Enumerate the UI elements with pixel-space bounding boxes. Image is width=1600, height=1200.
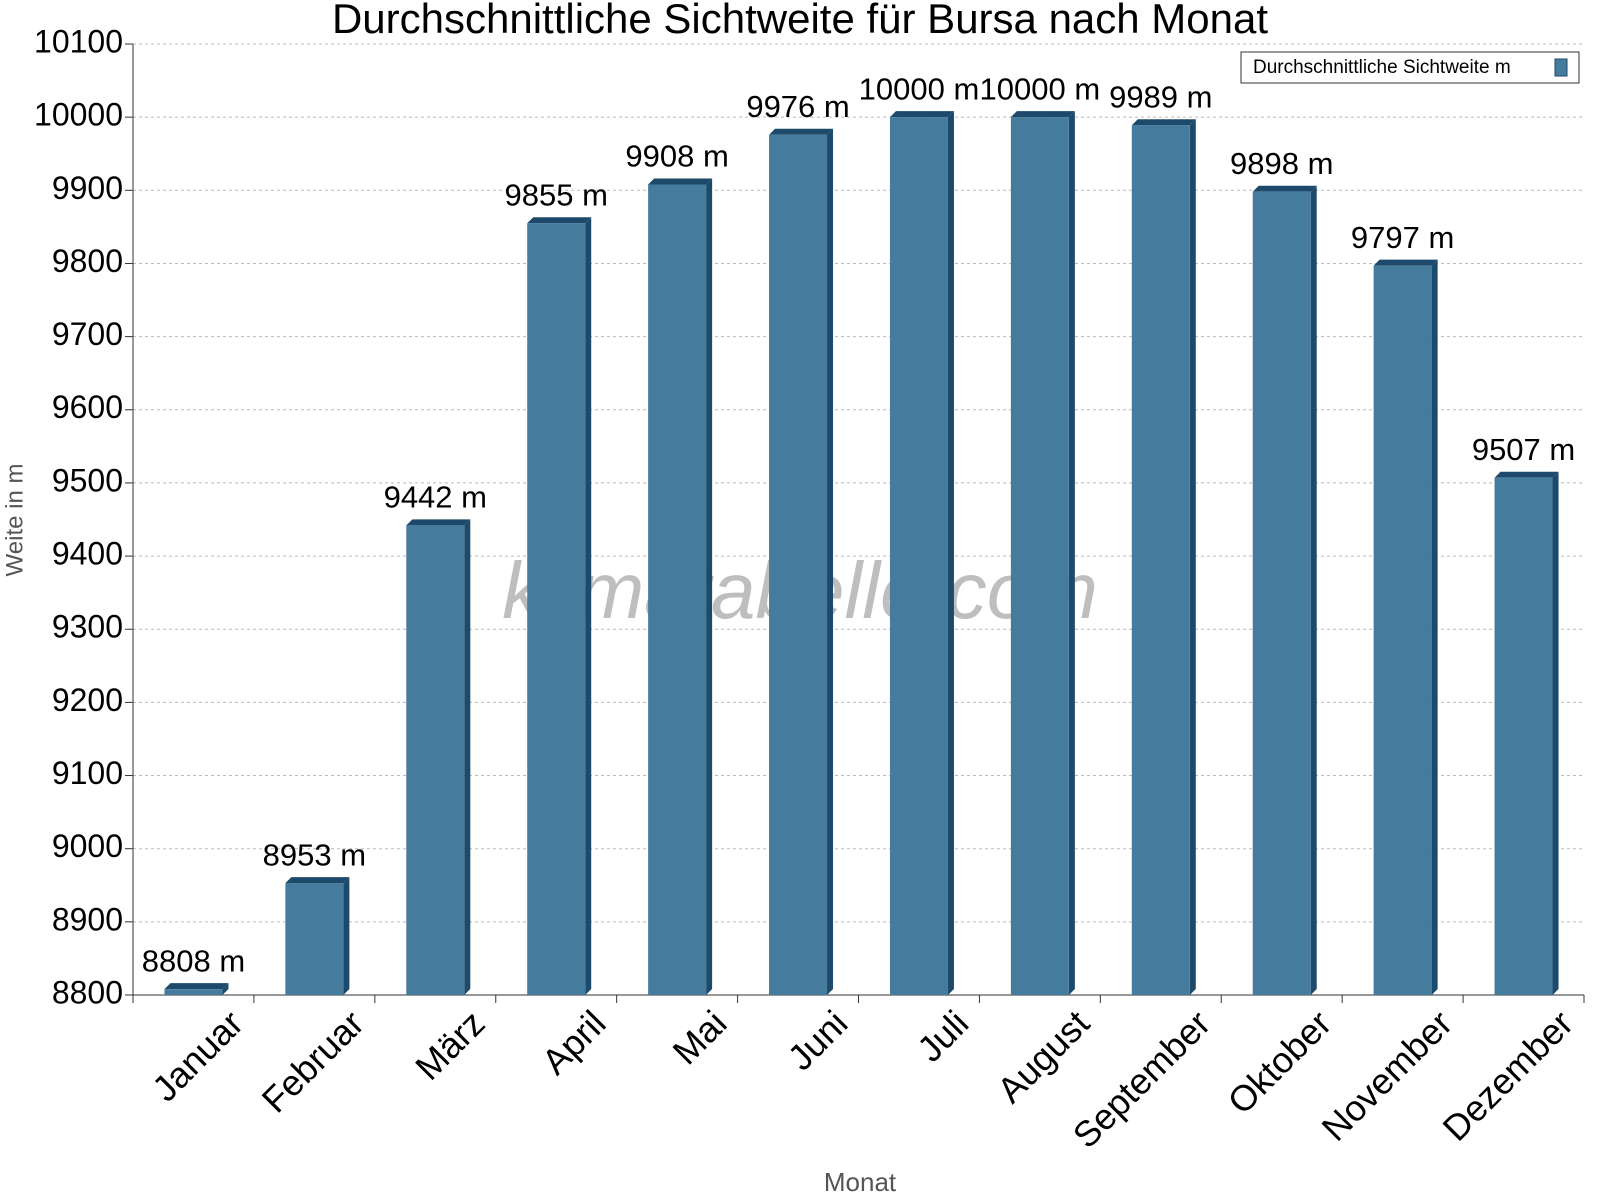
value-label: 9855 m [505, 177, 608, 212]
bar-side [585, 217, 592, 995]
bar-top [1131, 119, 1196, 126]
legend-swatch [1554, 58, 1568, 77]
value-label: 10000 m [980, 71, 1101, 106]
value-label: 8808 m [142, 943, 245, 978]
legend: Durchschnittliche Sichtweite m [1240, 51, 1580, 84]
bar-top [648, 178, 713, 185]
y-tick-label: 10000 [34, 97, 123, 133]
bar [1252, 185, 1317, 996]
x-tick-label: Februar [254, 1002, 372, 1120]
bar [406, 519, 471, 995]
value-label: 8953 m [263, 837, 366, 872]
bar-side [1431, 259, 1438, 996]
y-tick-label: 9900 [52, 170, 123, 206]
bar [1494, 471, 1559, 995]
bar [164, 983, 229, 995]
value-label: 9976 m [746, 89, 849, 124]
bar-top [1252, 185, 1317, 192]
y-tick-label: 9200 [52, 682, 123, 718]
value-label: 9797 m [1351, 220, 1454, 255]
y-axis-label: Weite in m [1, 464, 28, 577]
bar-front [769, 134, 828, 996]
y-tick-label: 9800 [52, 243, 123, 279]
y-tick-label: 9500 [52, 462, 123, 498]
x-tick-label: November [1314, 1002, 1460, 1148]
bar [1373, 259, 1438, 996]
bar-front [1010, 117, 1069, 995]
y-tick-label: 9100 [52, 755, 123, 791]
y-tick-label: 9000 [52, 828, 123, 864]
y-tick-label: 10100 [34, 23, 123, 59]
value-label: 9442 m [384, 480, 487, 515]
bar-front [648, 184, 707, 995]
bar-side [706, 178, 713, 995]
value-label: 9507 m [1472, 432, 1575, 467]
bar-top [1494, 471, 1559, 478]
legend-label: Durchschnittliche Sichtweite m [1253, 57, 1511, 78]
bar-side [464, 519, 471, 995]
bar-front [406, 525, 465, 995]
bar-front [1131, 125, 1190, 996]
x-tick-label: Oktober [1220, 1002, 1340, 1122]
value-label: 9898 m [1230, 146, 1333, 181]
bar [527, 217, 592, 995]
bar-front [164, 989, 223, 995]
bar-side [1189, 119, 1196, 996]
x-tick-label: Dezember [1435, 1002, 1581, 1148]
x-tick-label: April [534, 1002, 614, 1082]
x-tick-label: März [407, 1002, 493, 1088]
value-label: 9989 m [1109, 79, 1212, 114]
bar-front [285, 883, 344, 995]
bar [648, 178, 713, 995]
bar-top [769, 128, 834, 135]
y-tick-label: 9600 [52, 389, 123, 425]
chart-title: Durchschnittliche Sichtweite für Bursa n… [332, 0, 1268, 42]
bar-top [285, 877, 350, 884]
bar [1010, 111, 1075, 995]
bar-side [222, 983, 229, 995]
bar-front [1252, 191, 1311, 996]
y-tick-label: 8800 [52, 974, 123, 1010]
bar-front [1373, 265, 1432, 996]
x-tick-label: August [989, 1002, 1097, 1110]
y-tick-label: 9700 [52, 316, 123, 352]
bar-side [1310, 185, 1317, 996]
bar-top [1010, 111, 1075, 118]
bar [1131, 119, 1196, 996]
y-tick-label: 9400 [52, 536, 123, 572]
bar-top [889, 111, 954, 118]
bar-side [1552, 471, 1559, 995]
value-label: 10000 m [859, 71, 980, 106]
bar-side [1068, 111, 1075, 995]
bar-side [947, 111, 954, 995]
x-axis-label: Monat [824, 1167, 897, 1197]
bar-front [527, 223, 586, 995]
bar-top [406, 519, 471, 526]
bar [889, 111, 954, 995]
bar-top [1373, 259, 1438, 266]
bar [285, 877, 350, 995]
legend-box [1240, 51, 1580, 84]
bar-front [889, 117, 948, 995]
y-tick-label: 8900 [52, 901, 123, 937]
x-tick-label: Juni [780, 1002, 856, 1078]
x-tick-label: Juli [909, 1002, 976, 1069]
bar-side [343, 877, 350, 995]
x-tick-label: Januar [144, 1002, 251, 1109]
bar-top [527, 217, 592, 224]
bar-top [164, 983, 229, 990]
x-tick-label: Mai [664, 1002, 734, 1072]
y-tick-label: 9300 [52, 609, 123, 645]
bar-front [1494, 477, 1553, 995]
bar [769, 128, 834, 996]
bar-side [827, 128, 834, 996]
value-label: 9908 m [625, 139, 728, 174]
